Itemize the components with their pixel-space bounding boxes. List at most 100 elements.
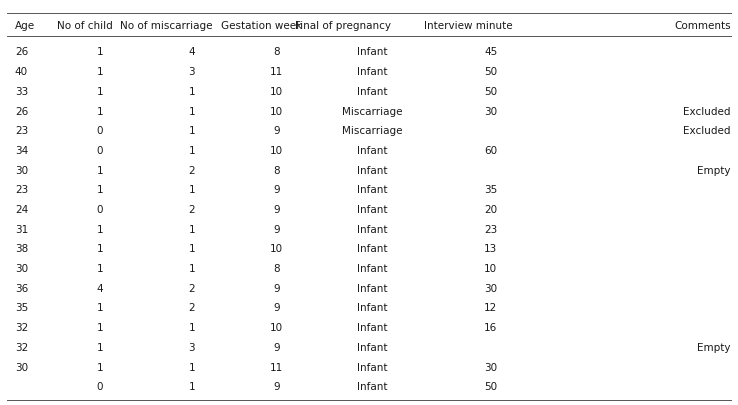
Text: 30: 30 [15, 362, 28, 372]
Text: Miscarriage: Miscarriage [342, 106, 403, 116]
Text: 1: 1 [189, 224, 195, 234]
Text: Infant: Infant [357, 87, 388, 97]
Text: 2: 2 [189, 303, 195, 313]
Text: Age: Age [15, 21, 35, 30]
Text: 23: 23 [484, 224, 497, 234]
Text: Infant: Infant [357, 145, 388, 156]
Text: Infant: Infant [357, 342, 388, 352]
Text: Infant: Infant [357, 244, 388, 254]
Text: 10: 10 [270, 106, 283, 116]
Text: Interview minute: Interview minute [424, 21, 513, 30]
Text: 50: 50 [484, 67, 497, 77]
Text: 23: 23 [15, 126, 28, 136]
Text: 1: 1 [97, 106, 103, 116]
Text: 8: 8 [274, 165, 280, 175]
Text: 1: 1 [189, 244, 195, 254]
Text: 40: 40 [15, 67, 28, 77]
Text: 1: 1 [97, 67, 103, 77]
Text: 1: 1 [97, 87, 103, 97]
Text: 9: 9 [274, 381, 280, 391]
Text: Infant: Infant [357, 224, 388, 234]
Text: Infant: Infant [357, 381, 388, 391]
Text: Excluded: Excluded [683, 106, 731, 116]
Text: Infant: Infant [357, 165, 388, 175]
Text: 1: 1 [97, 165, 103, 175]
Text: 10: 10 [270, 145, 283, 156]
Text: 36: 36 [15, 283, 28, 293]
Text: Infant: Infant [357, 362, 388, 372]
Text: 12: 12 [484, 303, 497, 313]
Text: 1: 1 [97, 342, 103, 352]
Text: 9: 9 [274, 205, 280, 215]
Text: 2: 2 [189, 165, 195, 175]
Text: Infant: Infant [357, 205, 388, 215]
Text: Empty: Empty [697, 342, 731, 352]
Text: 45: 45 [484, 47, 497, 58]
Text: 0: 0 [97, 145, 103, 156]
Text: Gestation week: Gestation week [221, 21, 303, 30]
Text: 50: 50 [484, 381, 497, 391]
Text: 1: 1 [189, 126, 195, 136]
Text: 1: 1 [189, 362, 195, 372]
Text: Excluded: Excluded [683, 126, 731, 136]
Text: 1: 1 [189, 322, 195, 333]
Text: Infant: Infant [357, 67, 388, 77]
Text: 10: 10 [484, 263, 497, 273]
Text: Miscarriage: Miscarriage [342, 126, 403, 136]
Text: 3: 3 [189, 67, 195, 77]
Text: 50: 50 [484, 87, 497, 97]
Text: 1: 1 [97, 185, 103, 195]
Text: 30: 30 [484, 283, 497, 293]
Text: 1: 1 [189, 106, 195, 116]
Text: 34: 34 [15, 145, 28, 156]
Text: 1: 1 [97, 47, 103, 58]
Text: 1: 1 [189, 263, 195, 273]
Text: 1: 1 [189, 145, 195, 156]
Text: 32: 32 [15, 342, 28, 352]
Text: 30: 30 [15, 263, 28, 273]
Text: 26: 26 [15, 47, 28, 58]
Text: 2: 2 [189, 283, 195, 293]
Text: 9: 9 [274, 185, 280, 195]
Text: 1: 1 [97, 263, 103, 273]
Text: 0: 0 [97, 126, 103, 136]
Text: Infant: Infant [357, 322, 388, 333]
Text: 38: 38 [15, 244, 28, 254]
Text: 9: 9 [274, 342, 280, 352]
Text: 0: 0 [97, 205, 103, 215]
Text: 30: 30 [15, 165, 28, 175]
Text: 1: 1 [97, 244, 103, 254]
Text: 24: 24 [15, 205, 28, 215]
Text: 1: 1 [189, 185, 195, 195]
Text: 1: 1 [189, 381, 195, 391]
Text: 35: 35 [484, 185, 497, 195]
Text: 11: 11 [270, 67, 283, 77]
Text: 60: 60 [484, 145, 497, 156]
Text: 1: 1 [97, 322, 103, 333]
Text: 1: 1 [97, 362, 103, 372]
Text: 0: 0 [97, 381, 103, 391]
Text: 9: 9 [274, 224, 280, 234]
Text: 33: 33 [15, 87, 28, 97]
Text: Comments: Comments [674, 21, 731, 30]
Text: Infant: Infant [357, 185, 388, 195]
Text: Infant: Infant [357, 47, 388, 58]
Text: 4: 4 [97, 283, 103, 293]
Text: Empty: Empty [697, 165, 731, 175]
Text: 31: 31 [15, 224, 28, 234]
Text: 10: 10 [270, 322, 283, 333]
Text: 9: 9 [274, 126, 280, 136]
Text: 1: 1 [97, 303, 103, 313]
Text: 4: 4 [189, 47, 195, 58]
Text: 1: 1 [97, 224, 103, 234]
Text: 8: 8 [274, 47, 280, 58]
Text: 13: 13 [484, 244, 497, 254]
Text: 9: 9 [274, 283, 280, 293]
Text: 3: 3 [189, 342, 195, 352]
Text: 32: 32 [15, 322, 28, 333]
Text: 30: 30 [484, 106, 497, 116]
Text: 2: 2 [189, 205, 195, 215]
Text: 20: 20 [484, 205, 497, 215]
Text: Final of pregnancy: Final of pregnancy [295, 21, 391, 30]
Text: 30: 30 [484, 362, 497, 372]
